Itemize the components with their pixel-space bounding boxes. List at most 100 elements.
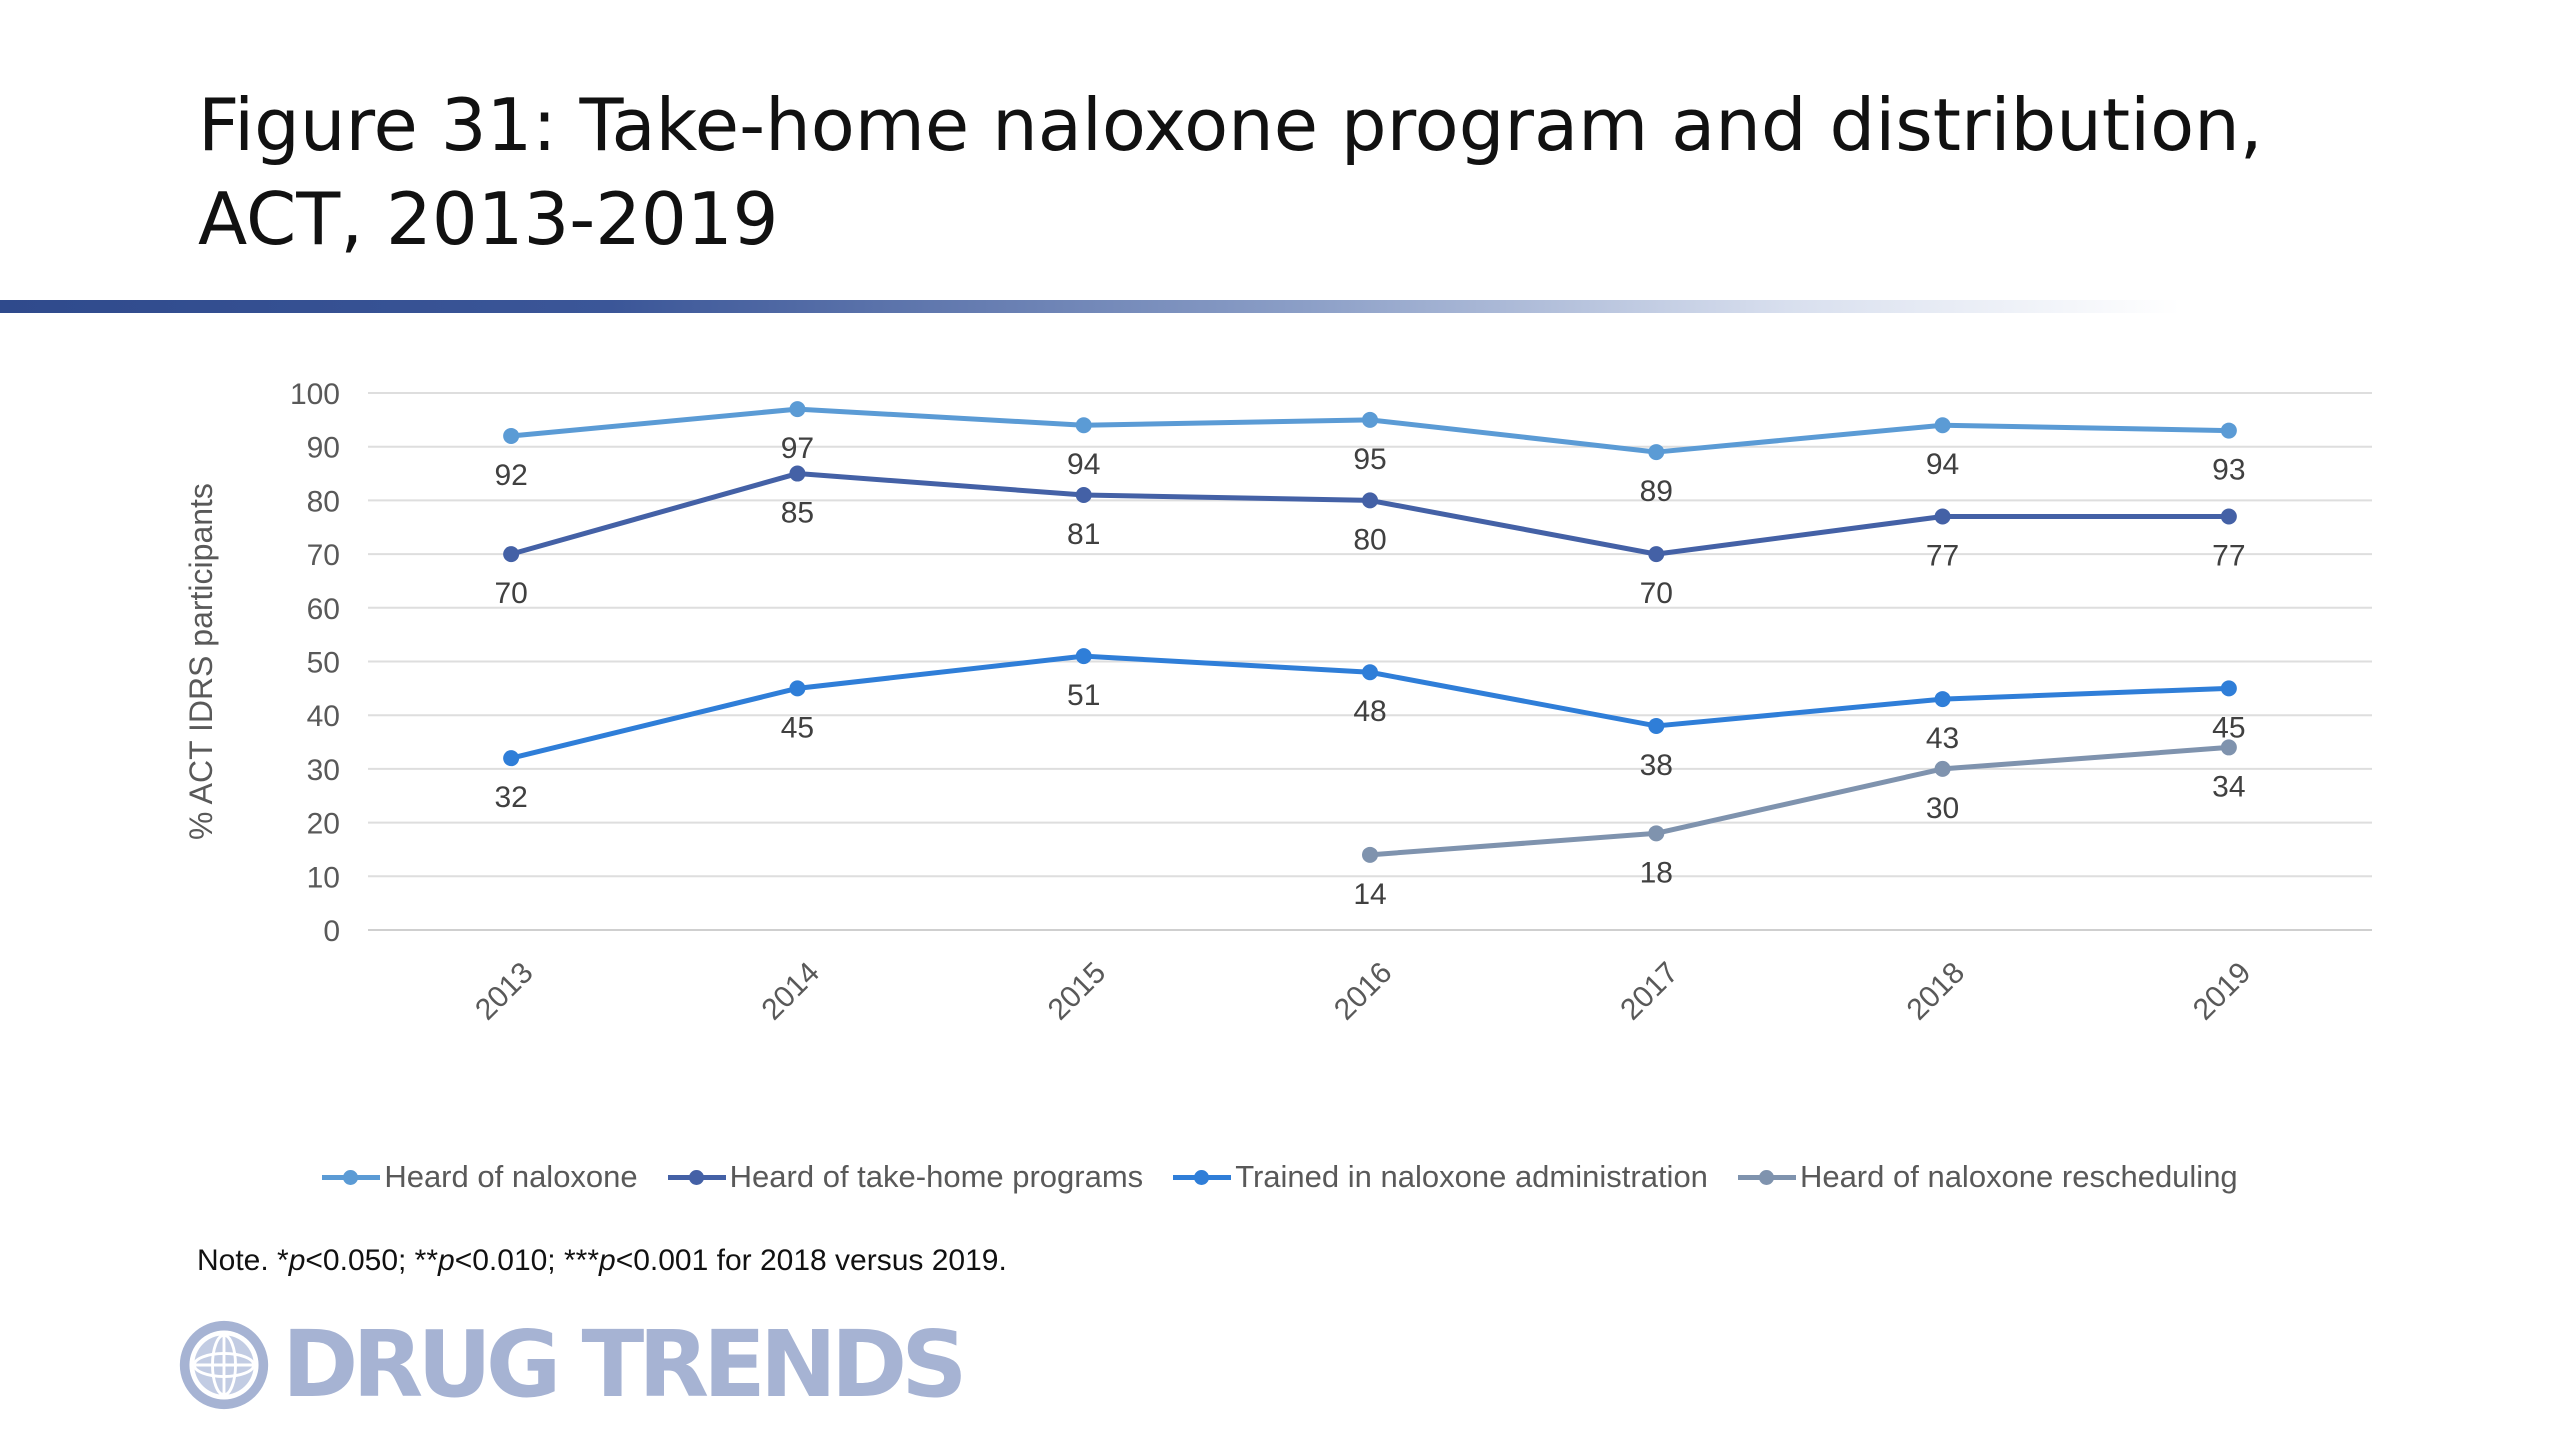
y-tick-label: 30 — [307, 754, 340, 787]
legend-swatch — [322, 1162, 381, 1192]
data-point — [1648, 546, 1665, 563]
data-label: 48 — [1353, 695, 1386, 728]
data-point — [503, 750, 520, 767]
data-point — [1362, 492, 1378, 509]
data-label: 81 — [1067, 518, 1100, 551]
data-label: 38 — [1640, 749, 1673, 782]
data-point — [789, 465, 806, 482]
data-label: 94 — [1926, 448, 1959, 481]
series-line — [1369, 744, 2230, 858]
y-tick-label: 20 — [307, 808, 340, 841]
y-tick-label: 70 — [307, 539, 340, 572]
legend-label: Heard of naloxone — [384, 1159, 638, 1194]
title-divider — [0, 300, 2180, 313]
data-labels: 92 97 94 95 89 94 93 70 85 81 80 70 77 77 32 45 51 48 38 43… — [494, 432, 2245, 911]
note-text-3: <0.001 for 2018 versus 2019. — [615, 1244, 1007, 1277]
series-trained-in-naloxone-administration — [503, 648, 2237, 767]
data-point — [2220, 422, 2237, 439]
data-label: 32 — [494, 781, 527, 814]
x-tick-label: 2018 — [1901, 956, 1972, 1027]
data-label: 85 — [781, 497, 814, 530]
data-point — [1648, 444, 1665, 461]
y-tick-label: 40 — [307, 700, 340, 733]
drug-trends-logo: DRUG TRENDS — [176, 1311, 968, 1418]
data-point — [1934, 417, 1951, 434]
y-axis-ticks: 0 10 20 30 40 50 60 70 80 90 100 — [290, 378, 340, 948]
note-p3: p — [599, 1244, 616, 1277]
data-label: 80 — [1353, 523, 1386, 556]
data-label: 70 — [1640, 577, 1673, 610]
data-point — [2220, 680, 2237, 697]
legend-label: Heard of naloxone rescheduling — [1799, 1159, 2238, 1194]
data-label: 14 — [1353, 878, 1386, 911]
note-p2: p — [438, 1244, 455, 1277]
logo-text: DRUG TRENDS — [282, 1311, 968, 1418]
y-axis-label: % ACT IDRS participants — [183, 483, 219, 840]
legend-item: Heard of naloxone — [322, 1159, 638, 1195]
data-label: 45 — [2212, 711, 2245, 744]
x-tick-label: 2014 — [755, 956, 826, 1027]
data-label: 94 — [1067, 448, 1100, 481]
y-tick-label: 60 — [307, 593, 340, 626]
note-p1: p — [288, 1244, 306, 1277]
series-heard-of-naloxone-rescheduling — [1362, 739, 2237, 863]
data-label: 34 — [2212, 770, 2245, 803]
globe-icon — [179, 1320, 269, 1410]
series — [503, 401, 2237, 863]
data-point — [2220, 508, 2237, 525]
x-axis-ticks: 2013 2014 2015 2016 2017 2018 2019 — [469, 956, 2257, 1027]
x-tick-label: 2016 — [1328, 956, 1399, 1027]
note-text-1: <0.050; ** — [305, 1244, 439, 1277]
x-tick-label: 2015 — [1042, 956, 1113, 1027]
data-point — [1362, 664, 1378, 681]
legend-label: Trained in naloxone administration — [1235, 1159, 1708, 1194]
data-point — [2220, 739, 2237, 756]
data-label: 93 — [2212, 454, 2245, 487]
y-tick-label: 0 — [323, 915, 340, 948]
legend-item: Heard of take-home programs — [667, 1159, 1144, 1195]
data-label: 70 — [494, 577, 527, 610]
data-label: 95 — [1353, 443, 1386, 476]
legend-item: Trained in naloxone administration — [1173, 1159, 1708, 1195]
data-label: 77 — [1926, 540, 1959, 573]
data-label: 45 — [781, 711, 814, 744]
data-point — [789, 680, 806, 697]
data-label: 92 — [494, 459, 527, 492]
data-point — [503, 427, 520, 444]
data-point — [1075, 648, 1092, 665]
chart-note: Note. *p<0.050; **p<0.010; ***p<0.001 fo… — [197, 1244, 1007, 1278]
legend-label: Heard of take-home programs — [729, 1159, 1144, 1194]
legend-swatch — [1737, 1162, 1796, 1192]
legend-swatch — [667, 1162, 726, 1192]
y-tick-label: 10 — [307, 861, 340, 894]
legend-swatch — [1173, 1162, 1232, 1192]
data-label: 30 — [1926, 792, 1959, 825]
note-text-2: <0.010; *** — [454, 1244, 600, 1277]
y-tick-label: 80 — [307, 485, 340, 518]
note-prefix: Note. * — [197, 1244, 289, 1277]
chart-legend: Heard of naloxone Heard of take-home prog… — [0, 1152, 2560, 1202]
data-point — [1362, 846, 1378, 863]
data-label: 51 — [1067, 679, 1100, 712]
data-point — [1075, 487, 1092, 504]
data-point — [1934, 760, 1951, 777]
data-label: 43 — [1926, 722, 1959, 755]
data-point — [1934, 691, 1951, 708]
y-tick-label: 50 — [307, 647, 340, 680]
data-label: 97 — [781, 432, 814, 465]
y-tick-label: 90 — [307, 432, 340, 465]
slide-title: Figure 31: Take-home naloxone program an… — [198, 83, 2263, 261]
data-label: 89 — [1640, 475, 1673, 508]
data-point — [503, 546, 520, 563]
data-point — [1362, 411, 1378, 428]
y-tick-label: 100 — [290, 378, 340, 411]
data-point — [1648, 717, 1665, 734]
x-tick-label: 2013 — [469, 956, 540, 1027]
data-point — [1075, 417, 1092, 434]
data-label: 77 — [2212, 540, 2245, 573]
x-tick-label: 2017 — [1614, 956, 1685, 1027]
series-heard-of-take-home-programs — [503, 465, 2237, 563]
legend-item: Heard of naloxone rescheduling — [1737, 1159, 2238, 1195]
x-tick-label: 2019 — [2187, 956, 2258, 1027]
